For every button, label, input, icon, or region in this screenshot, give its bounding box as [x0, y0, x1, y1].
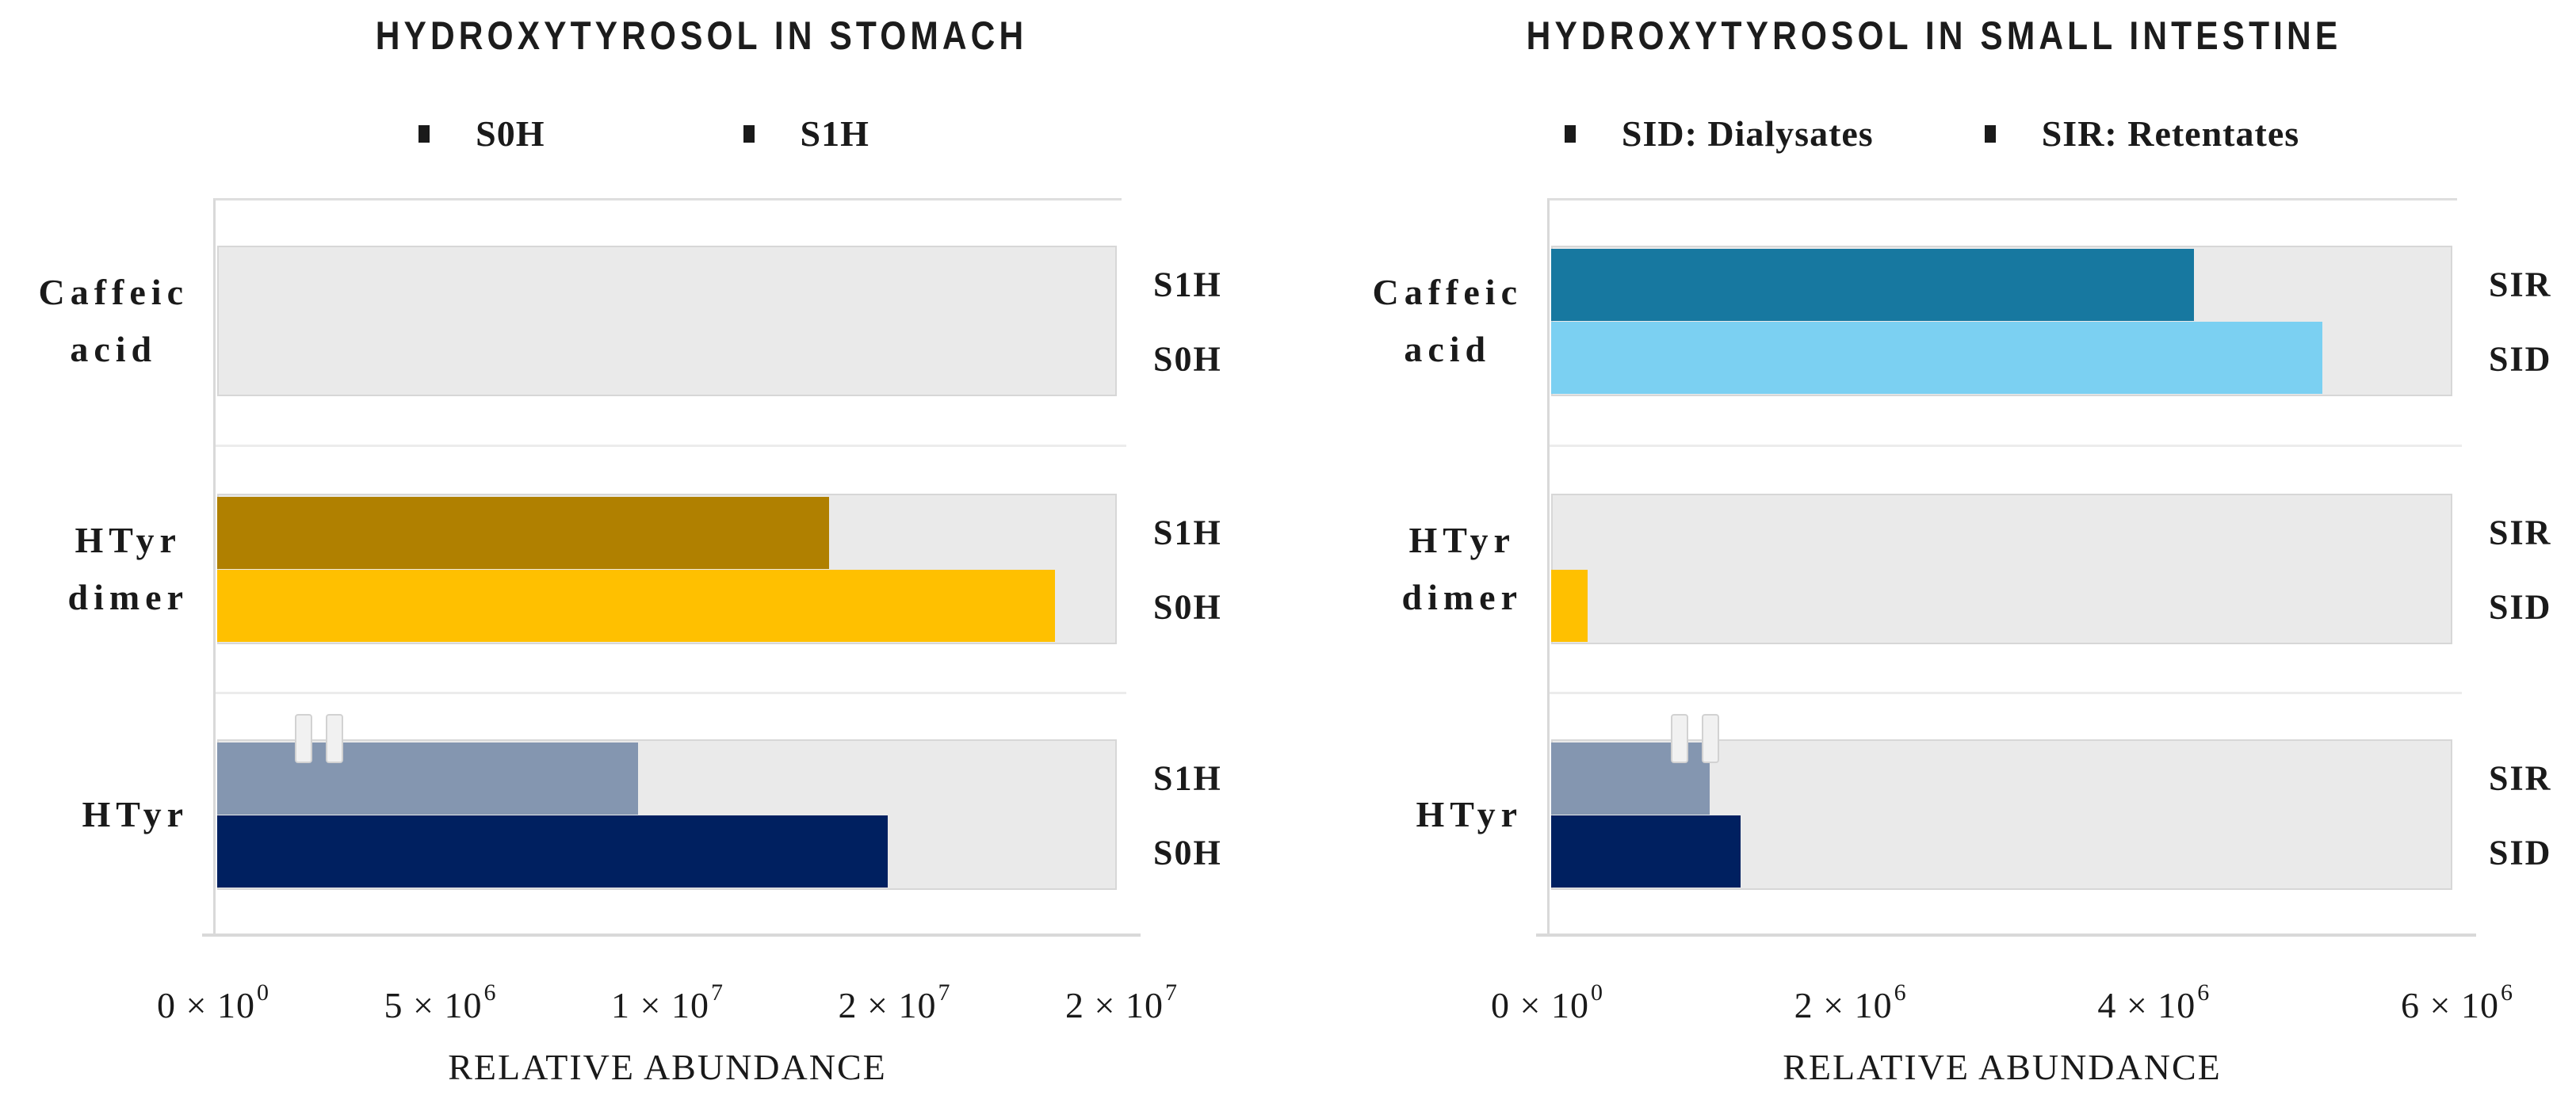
x-axis-ticks: 0 × 100 2 × 106 4 × 106 6 × 106 [1491, 979, 2513, 1027]
bar-series-label: SIR [2489, 758, 2552, 798]
legend-item: S0H [419, 113, 545, 155]
category-label: HTyr dimer [1401, 520, 1523, 617]
axis-break-pillar [1671, 714, 1688, 763]
bar-series-label: S0H [1153, 587, 1222, 627]
legend-item: S1H [743, 113, 869, 155]
x-tick-label: 0 × 100 [1491, 979, 1603, 1025]
row-background [217, 246, 1117, 396]
category-label: Caffeic acid [38, 272, 189, 369]
small-intestine-chart-panel: HYDROXYTYROSOL IN SMALL INTESTINE SID: D… [1288, 0, 2576, 1111]
bar-s0h [217, 815, 888, 888]
plot-area: S1H S0H Caffeic acid S1H S0H HTyr dimer S1H S0H HT… [39, 198, 1221, 935]
bar-sid [1551, 570, 1588, 642]
legend-label: SIR: Retentates [2041, 113, 2300, 154]
category-label: Caffeic acid [1372, 272, 1523, 369]
bar-series-label: S1H [1153, 265, 1222, 304]
chart-title: HYDROXYTYROSOL IN SMALL INTESTINE [1526, 13, 2342, 58]
x-tick-label: 2 × 107 [838, 979, 951, 1025]
legend-label: SID: Dialysates [1621, 113, 1874, 154]
row-background [1551, 494, 2452, 644]
bar-sid [1551, 322, 2323, 394]
x-axis-line [1536, 933, 2476, 937]
legend-item: SIR: Retentates [1984, 113, 2300, 155]
bar-series-label: S1H [1153, 513, 1222, 552]
chart-title: HYDROXYTYROSOL IN STOMACH [375, 13, 1028, 58]
bar-s1h [217, 497, 829, 569]
x-tick-label: 2 × 107 [1065, 979, 1178, 1025]
x-axis-title: RELATIVE ABUNDANCE [448, 1047, 887, 1087]
axis-break-icon [295, 714, 343, 763]
plot-area: SIR SID Caffeic acid SIR SID HTyr dimer SIR SID HT… [1373, 198, 2550, 935]
stomach-chart-panel: HYDROXYTYROSOL IN STOMACH S0H S1H S1H S0H… [0, 13, 1288, 1087]
bar-series-label: SIR [2489, 265, 2552, 304]
legend-label: S1H [800, 113, 869, 154]
legend-marker-icon [1984, 124, 1996, 143]
category-label: HTyr dimer [67, 520, 189, 617]
category-gridline [216, 445, 1126, 447]
axis-break-pillar [295, 714, 312, 763]
bar-sir [1551, 249, 2195, 321]
legend-marker-icon [419, 124, 430, 143]
bar-s0h [217, 570, 1056, 642]
x-tick-label: 6 × 106 [2401, 979, 2513, 1025]
bar-series-label: SID [2489, 339, 2552, 379]
legend-marker-icon [1564, 124, 1576, 143]
bar-series-label: S1H [1153, 758, 1222, 798]
bar-series-label: S0H [1153, 833, 1222, 872]
category-gridline [1550, 445, 2462, 447]
category-label: HTyr [1416, 794, 1523, 834]
legend-label: S0H [476, 113, 545, 154]
bar-sid [1551, 815, 1741, 888]
bar-series-label: S0H [1153, 339, 1222, 379]
bar-series-label: SIR [2489, 513, 2552, 552]
axis-break-pillar [1702, 714, 1719, 763]
x-tick-label: 0 × 100 [157, 979, 269, 1025]
bar-series-label: SID [2489, 833, 2552, 872]
category-gridline [1550, 692, 2462, 694]
bar-series-label: SID [2489, 587, 2552, 627]
legend: SID: Dialysates SIR: Retentates [1288, 113, 2576, 155]
x-tick-label: 4 × 106 [2097, 979, 2211, 1025]
x-tick-label: 1 × 107 [611, 979, 724, 1025]
x-axis-title: RELATIVE ABUNDANCE [1783, 1047, 2222, 1087]
legend-marker-icon [743, 124, 755, 143]
legend-item: SID: Dialysates [1564, 113, 1874, 155]
axis-break-pillar [326, 714, 343, 763]
legend: S0H S1H [0, 113, 1288, 155]
x-axis-line [202, 933, 1141, 937]
x-tick-label: 2 × 106 [1794, 979, 1907, 1025]
category-label: HTyr [82, 794, 189, 834]
bar-s1h [217, 743, 639, 815]
axis-break-icon [1671, 714, 1719, 763]
x-axis-ticks: 0 × 100 5 × 106 1 × 107 2 × 107 2 × 107 [157, 979, 1177, 1027]
category-gridline [216, 692, 1126, 694]
x-tick-label: 5 × 106 [384, 979, 497, 1025]
